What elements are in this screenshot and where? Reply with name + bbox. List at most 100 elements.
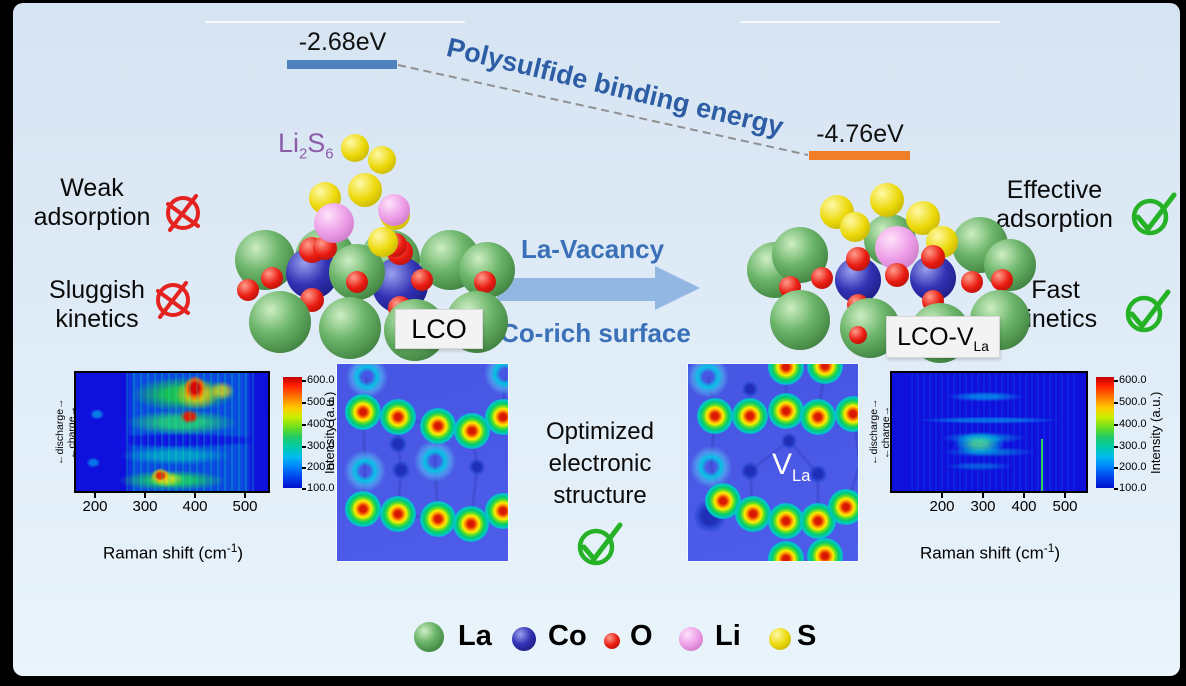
x-tick: 400 <box>1011 498 1037 515</box>
weak-adsorption-label: Weak adsorption <box>33 174 151 231</box>
la-atom <box>770 290 830 350</box>
dark-atom <box>392 461 410 479</box>
lco-energy-level-bar <box>287 60 397 69</box>
cyan-ring <box>343 449 387 493</box>
colorbar-tick: 200.0 <box>1119 461 1147 473</box>
lco-vla-energy-level-bar <box>809 151 910 160</box>
highlight-line-left <box>205 21 465 23</box>
x-tick: 200 <box>929 498 955 515</box>
la-atom <box>319 297 381 359</box>
li-atom <box>314 203 354 243</box>
li-atom <box>875 226 919 270</box>
legend-li-sphere <box>679 627 703 651</box>
legend-o-label: O <box>630 620 653 652</box>
x-tick: 300 <box>970 498 996 515</box>
raman-heatmap-noise <box>125 373 255 491</box>
colorbar-tick: 500.0 <box>1119 396 1147 408</box>
o-atom <box>961 271 983 293</box>
colorbar-tick: 400.0 <box>307 418 335 430</box>
o-atom <box>885 263 909 287</box>
s-atom <box>368 146 396 174</box>
x-tick: 200 <box>82 498 108 515</box>
o-atom <box>811 267 833 289</box>
charge-density-hotspot <box>380 399 416 435</box>
x-tick: 500 <box>232 498 258 515</box>
colorbar-label: Intensity (a.u.) <box>322 391 337 475</box>
x-tick: 300 <box>132 498 158 515</box>
dark-atom <box>781 433 797 449</box>
charge-density-hotspot <box>420 408 456 444</box>
x-tick: 400 <box>182 498 208 515</box>
lco-vla-binding-energy-value: -4.76eV <box>816 120 904 148</box>
o-atom <box>346 271 368 293</box>
highlight-line-right <box>740 21 1000 23</box>
colorbar-tick: 500.0 <box>307 396 335 408</box>
raman-heatmap-data-lco <box>76 373 268 491</box>
charge-density-map-lco-vla: VLa <box>688 364 858 561</box>
raman-heatmap-lco <box>74 371 270 493</box>
raman-x-axis-label: Raman shift (cm-1) <box>920 541 1060 563</box>
cyan-ring <box>345 364 389 399</box>
raman-x-axis-label: Raman shift (cm-1) <box>103 541 243 563</box>
raman-heatmap-data-lco-vla <box>892 373 1086 491</box>
intensity-colorbar <box>1096 377 1114 488</box>
intensity-colorbar <box>283 377 302 488</box>
legend-s-sphere <box>769 628 791 650</box>
lco-vla-name-box: LCO-VLa <box>886 316 1000 358</box>
red-cross-icon <box>156 281 190 319</box>
dark-atom <box>809 465 827 483</box>
right-arrow <box>497 266 700 310</box>
legend-s-label: S <box>797 620 817 652</box>
green-check-icon <box>1131 192 1177 236</box>
la-atom <box>249 291 311 353</box>
charge-density-hotspot <box>800 399 836 435</box>
lco-vla-molecular-model <box>747 165 1036 363</box>
charge-density-hotspot <box>732 398 768 434</box>
legend-o-sphere <box>604 633 620 649</box>
x-tick: 500 <box>1052 498 1078 515</box>
charge-density-hotspot <box>345 394 381 430</box>
effective-adsorption-label: Effective adsorption <box>996 176 1113 233</box>
o-atom <box>921 245 945 269</box>
o-atom <box>474 271 496 293</box>
charge-density-hotspot <box>345 491 381 527</box>
dark-atom <box>389 435 407 453</box>
legend-co-sphere <box>512 627 536 651</box>
cyan-ring <box>413 439 457 483</box>
green-check-icon <box>577 522 623 566</box>
charge-density-hotspot <box>485 399 508 435</box>
charge-density-hotspot <box>454 413 490 449</box>
colorbar-tick: 300.0 <box>307 440 335 452</box>
charge-density-hotspot <box>768 541 804 561</box>
adsorbate-label: Li2S6 <box>278 128 334 163</box>
co-rich-surface-label: Co-rich surface <box>500 318 691 348</box>
colorbar-tick: 100.0 <box>1119 482 1147 494</box>
raman-heatmap-lco-vla <box>890 371 1088 493</box>
charge-density-hotspot <box>807 364 843 384</box>
colorbar-tick: 100.0 <box>307 482 335 494</box>
raman-y-axis-label: ←discharge→ ←charge→ <box>868 398 892 466</box>
s-atom <box>368 227 398 257</box>
s-atom <box>840 212 870 242</box>
legend-co-label: Co <box>548 620 587 652</box>
charge-density-hotspot <box>768 503 804 539</box>
colorbar-tick: 600.0 <box>307 374 335 386</box>
legend-li-label: Li <box>715 620 741 652</box>
charge-density-hotspot <box>735 496 771 532</box>
o-atom <box>237 279 259 301</box>
s-atom <box>341 134 369 162</box>
charge-density-hotspot <box>485 493 508 529</box>
charge-density-hotspot <box>453 506 489 542</box>
energy-connector-dashed-line <box>397 64 809 156</box>
li-atom <box>378 194 410 226</box>
dark-atom <box>469 459 485 475</box>
o-atom <box>846 247 870 271</box>
charge-density-map-lco <box>337 364 508 561</box>
legend-la-label: La <box>458 620 492 652</box>
s-atom <box>870 183 904 217</box>
colorbar-tick: 300.0 <box>1119 440 1147 452</box>
red-cross-icon <box>166 194 200 232</box>
o-atom <box>991 269 1013 291</box>
lco-name-box: LCO <box>395 309 483 349</box>
